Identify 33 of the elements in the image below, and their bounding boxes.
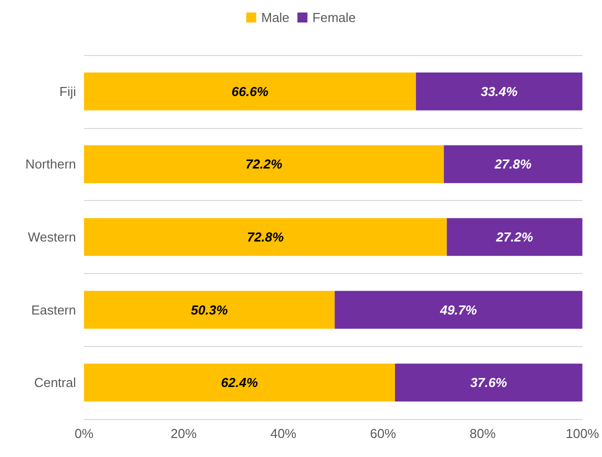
bar <box>84 72 416 110</box>
bar <box>84 218 447 256</box>
bar <box>84 290 335 329</box>
bar <box>394 364 582 402</box>
y-tick-label: Eastern <box>31 302 76 318</box>
bar <box>84 364 395 402</box>
y-tick-label: Fiji <box>59 84 76 99</box>
x-tick-label: 20% <box>170 426 198 441</box>
legend-label: Male <box>261 10 290 25</box>
data-label: 33.4% <box>480 84 518 99</box>
x-tick-label: 40% <box>270 426 297 441</box>
bar <box>444 145 582 184</box>
bar <box>334 290 582 329</box>
bar <box>416 72 582 110</box>
y-tick-label: Western <box>28 230 76 244</box>
x-tick-label: 100% <box>566 426 600 441</box>
data-label: 49.7% <box>439 302 478 318</box>
data-label: 27.8% <box>494 156 532 172</box>
data-label: 72.2% <box>245 156 283 172</box>
y-tick-label: Central <box>34 375 76 390</box>
bar <box>84 145 444 184</box>
legend-label: Female <box>312 10 356 25</box>
data-label: 66.6% <box>232 84 269 99</box>
x-tick-label: 0% <box>74 426 94 441</box>
y-tick-label: Northern <box>25 156 76 172</box>
bar <box>446 218 582 256</box>
data-label: 37.6% <box>470 375 508 390</box>
data-label: 72.8% <box>246 230 284 244</box>
data-label: 62.4% <box>221 375 258 390</box>
data-label: 27.2% <box>495 230 534 244</box>
x-tick-label: 80% <box>470 426 496 441</box>
data-label: 50.3% <box>190 302 228 318</box>
x-tick-label: 60% <box>370 426 396 441</box>
